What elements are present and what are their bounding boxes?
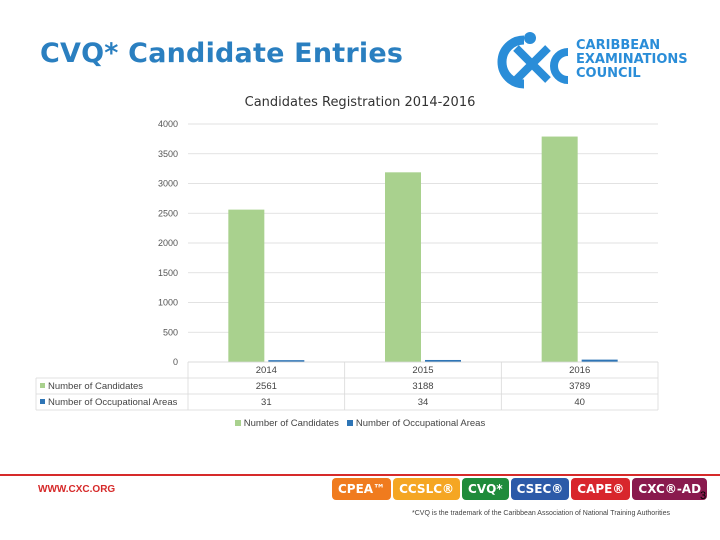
exam-badge[interactable]: CVQ* — [462, 478, 509, 500]
bar — [581, 359, 618, 362]
table-series-label: Number of Candidates — [48, 381, 143, 392]
bar — [385, 172, 421, 362]
y-tick-label: 0 — [173, 357, 178, 367]
bar — [425, 359, 461, 362]
logo-text-line: CARIBBEAN — [576, 38, 661, 53]
exam-badge[interactable]: CSEC® — [510, 478, 570, 500]
legend-label: Number of Occupational Areas — [355, 418, 486, 429]
logo-text: CARIBBEAN EXAMINATIONS COUNCIL — [576, 39, 688, 81]
bar — [268, 360, 305, 362]
x-tick-label: 2015 — [412, 365, 433, 376]
legend-swatch — [346, 420, 353, 427]
table-value: 40 — [574, 397, 585, 408]
exam-badge[interactable]: CPEA™ — [332, 478, 392, 500]
footer-divider — [0, 474, 720, 476]
legend-item: Number of Candidates — [234, 418, 339, 429]
exam-badge[interactable]: CXC®-AD — [632, 478, 708, 500]
slide-title: CVQ* Candidate Entries — [40, 38, 404, 69]
footer-url[interactable]: WWW.CXC.ORG — [38, 484, 116, 495]
legend-label: Number of Candidates — [243, 418, 339, 429]
table-legend-key — [40, 383, 45, 388]
table-value: 34 — [418, 397, 429, 408]
y-tick-label: 500 — [163, 327, 178, 337]
x-tick-label: 2014 — [256, 365, 277, 376]
legend-item: Number of Occupational Areas — [346, 418, 486, 429]
x-tick-label: 2016 — [569, 365, 590, 376]
y-tick-label: 3000 — [158, 179, 178, 189]
table-value: 3188 — [412, 381, 433, 392]
cxc-emblem-icon — [497, 32, 569, 89]
y-tick-label: 1000 — [158, 298, 178, 308]
table-series-label: Number of Occupational Areas — [48, 397, 178, 408]
logo-text-line: COUNCIL — [576, 66, 641, 81]
cxc-logo: CARIBBEAN EXAMINATIONS COUNCIL — [486, 30, 696, 94]
legend-swatch — [234, 420, 241, 427]
table-value: 31 — [261, 397, 272, 408]
table-value: 2561 — [256, 381, 277, 392]
y-tick-label: 4000 — [158, 119, 178, 129]
exam-badge[interactable]: CCSLC® — [393, 478, 461, 500]
chart-legend: Number of Candidates Number of Occupation… — [0, 418, 720, 429]
footnote: *CVQ is the trademark of the Caribbean A… — [412, 510, 670, 517]
bar — [541, 136, 578, 362]
chart-title: Candidates Registration 2014-2016 — [244, 95, 476, 110]
table-value: 3789 — [569, 381, 590, 392]
exam-badges: CPEA™ CCSLC® CVQ* CSEC® CAPE® CXC®-AD — [332, 478, 709, 500]
y-tick-label: 3500 — [158, 149, 178, 159]
y-tick-label: 2000 — [158, 238, 178, 248]
bar-chart: 0 500 1000 1500 2000 2500 3000 3500 4000 2014 2015… — [35, 119, 659, 411]
logo-text-line: EXAMINATIONS — [576, 52, 688, 67]
table-legend-key — [40, 399, 45, 404]
y-tick-label: 1500 — [158, 268, 178, 278]
page-number: 3 — [700, 490, 707, 502]
y-tick-label: 2500 — [158, 208, 178, 218]
exam-badge[interactable]: CAPE® — [571, 478, 631, 500]
bar — [228, 209, 265, 362]
